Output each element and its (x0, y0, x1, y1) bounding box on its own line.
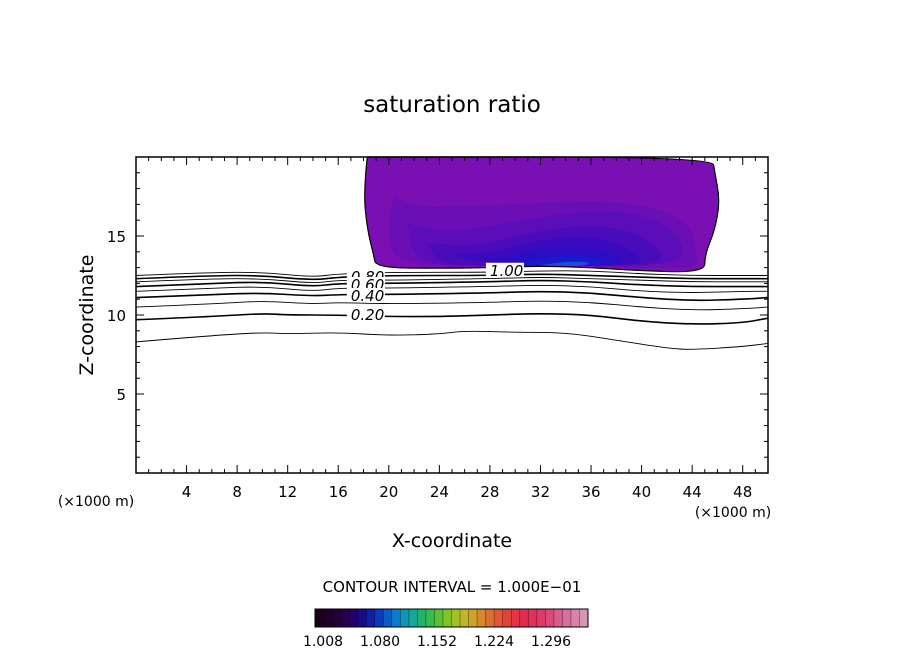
colorbar-swatch (502, 609, 512, 627)
x-tick-label: 32 (531, 483, 550, 501)
contour-line-8 (135, 270, 768, 277)
colorbar-swatch (511, 609, 521, 627)
x-tick-label: 24 (430, 483, 449, 501)
colorbar-swatch (570, 609, 580, 627)
colorbar-swatch (579, 609, 589, 627)
colorbar-swatch (349, 609, 359, 627)
x-tick-label: 36 (581, 483, 600, 501)
colorbar-swatch (528, 609, 538, 627)
contour-line-0 (135, 330, 769, 350)
colorbar-swatch (366, 609, 376, 627)
x-tick-label: 48 (733, 483, 752, 501)
contour-label-0: 1.00 (490, 262, 523, 280)
contour-line-1 (135, 313, 769, 325)
x-tick-label: 16 (329, 483, 348, 501)
colorbar-swatch (383, 609, 393, 627)
colorbar-swatch (340, 609, 350, 627)
colorbar-swatch (485, 609, 495, 627)
y-axis-label: Z-coordinate (76, 255, 98, 376)
colorbar-frame (314, 608, 589, 628)
colorbar-swatch (451, 609, 461, 627)
contour-label-group: 1.000.800.600.400.20 (346, 262, 524, 324)
y-tick-label: 5 (116, 386, 126, 404)
x-unit-label: (×1000 m) (695, 505, 771, 521)
colorbar-swatch (562, 609, 572, 627)
colorbar-swatch (425, 609, 435, 627)
colorbar-swatch (442, 609, 452, 627)
contour-label-3: 0.40 (351, 287, 384, 305)
x-tick-label: 20 (379, 483, 398, 501)
colorbar-tick-label: 1.152 (417, 634, 457, 650)
axis-tick-group (136, 157, 768, 473)
colorbar-swatch (519, 609, 529, 627)
x-axis-label: X-coordinate (392, 530, 512, 552)
contour-line-2 (135, 300, 769, 311)
colorbar-swatch (460, 609, 470, 627)
z-unit-label: (×1000 m) (58, 494, 134, 510)
x-tick-label: 28 (480, 483, 499, 501)
colorbar-swatch (536, 609, 546, 627)
contour-interval-text: CONTOUR INTERVAL = 1.000E−01 (323, 578, 582, 596)
x-tick-label: 12 (278, 483, 297, 501)
contour-label-bg-0 (485, 262, 524, 277)
contour-line-5 (135, 279, 768, 288)
x-tick-label: 40 (632, 483, 651, 501)
contour-line-4 (135, 284, 768, 293)
colorbar-swatch (434, 609, 444, 627)
y-tick-label: 10 (107, 307, 126, 325)
colorbar-swatch (553, 609, 563, 627)
contour-line-6 (135, 277, 768, 283)
colorbar-swatch (494, 609, 504, 627)
y-tick-label: 15 (107, 228, 126, 246)
contour-label-bg-4 (346, 307, 385, 321)
contour-fill-group (364, 156, 720, 273)
colorbar-swatch (400, 609, 410, 627)
colorbar (314, 609, 589, 627)
colorbar-swatch (374, 609, 384, 627)
colorbar-tick-label: 1.008 (303, 634, 343, 650)
contour-label-bg-3 (346, 288, 385, 303)
contour-line-group (135, 270, 769, 350)
colorbar-swatch (408, 609, 418, 627)
colorbar-swatch (468, 609, 478, 627)
x-tick-label: 44 (683, 483, 702, 501)
contour-label-bg-2 (346, 276, 385, 291)
chart-title: saturation ratio (363, 92, 541, 118)
x-tick-label: 8 (232, 483, 242, 501)
colorbar-swatch (391, 609, 401, 627)
contour-line-3 (135, 290, 769, 302)
colorbar-tick-label: 1.224 (474, 634, 514, 650)
colorbar-swatch (315, 609, 325, 627)
colorbar-swatch (357, 609, 367, 627)
contour-line-7 (135, 273, 768, 281)
colorbar-swatch (545, 609, 555, 627)
colorbar-swatch (477, 609, 487, 627)
colorbar-swatch (332, 609, 342, 627)
filled-contour-7 (540, 261, 589, 266)
colorbar-swatch (323, 609, 333, 627)
x-tick-label-group: 4 8 12 16 20 24 28 32 36 40 44 48 (182, 483, 752, 501)
y-tick-label-group: 5 10 15 (107, 228, 126, 404)
colorbar-tick-label: 1.080 (360, 634, 400, 650)
x-tick-label: 4 (182, 483, 192, 501)
colorbar-tick-label: 1.296 (531, 634, 571, 650)
supersaturation-outline (364, 156, 720, 273)
colorbar-swatch (417, 609, 427, 627)
contour-label-4: 0.20 (351, 306, 384, 324)
colorbar-tick-label-group: 1.008 1.080 1.152 1.224 1.296 (303, 634, 571, 650)
